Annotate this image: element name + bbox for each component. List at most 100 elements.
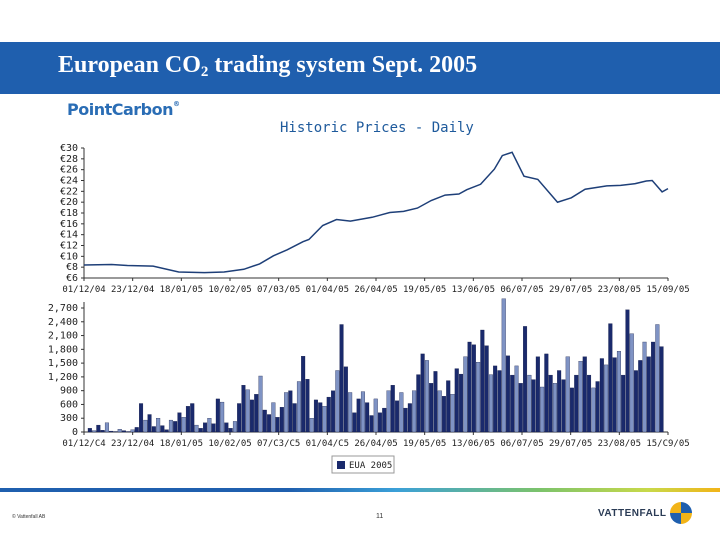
- volume-bar: [591, 387, 596, 433]
- volume-bar: [211, 423, 216, 433]
- volume-bar: [587, 374, 592, 433]
- volume-bar: [454, 368, 459, 433]
- line-chart-x-tick-label: 07/03/05: [257, 285, 300, 295]
- title-rest: trading system Sept. 2005: [208, 52, 478, 78]
- line-chart-x-tick-label: 23/12/04: [111, 285, 154, 295]
- line-chart-y-tick-label: €12: [60, 241, 78, 252]
- volume-bar: [190, 403, 195, 433]
- volume-bar: [412, 390, 417, 433]
- line-chart-y-tick-label: €24: [60, 176, 78, 187]
- volume-bar: [395, 400, 400, 433]
- volume-bar: [638, 360, 643, 433]
- volume-bar: [109, 430, 114, 433]
- volume-bar: [629, 333, 634, 433]
- volume-bar: [493, 365, 498, 433]
- volume-bar: [309, 418, 314, 433]
- volume-bar: [100, 430, 105, 433]
- bar-chart-x-tick-label: 23/08/05: [598, 439, 641, 449]
- volume-bar: [134, 427, 139, 433]
- line-chart-x-tick-label: 26/04/05: [354, 285, 397, 295]
- bar-chart-x-tick-label: 29/07/05: [549, 439, 592, 449]
- volume-bar: [156, 418, 161, 433]
- volume-bar: [267, 414, 272, 433]
- volume-bar: [595, 381, 600, 433]
- volume-bar: [254, 394, 259, 433]
- bar-chart-y-tick-label: 1,800: [48, 344, 78, 355]
- volume-bar: [501, 298, 506, 433]
- bar-chart-x-tick-label: 01/12/C4: [62, 439, 105, 449]
- volume-bar: [275, 417, 280, 433]
- page-number: 11: [376, 513, 384, 520]
- volume-bar: [104, 422, 109, 433]
- volume-bar: [510, 374, 515, 433]
- volume-bar: [168, 419, 173, 433]
- volume-bar: [518, 383, 523, 433]
- volume-bar: [288, 390, 293, 433]
- line-chart-x-tick-label: 29/07/05: [549, 285, 592, 295]
- line-chart-x-tick-label: 01/12/04: [62, 285, 105, 295]
- volume-bar: [249, 399, 254, 433]
- volume-bar: [126, 431, 131, 433]
- line-chart-x-tick-label: 23/08/05: [598, 285, 641, 295]
- bar-chart-y-tick-label: 300: [60, 413, 78, 424]
- volume-bar: [659, 346, 664, 433]
- volume-bar: [279, 407, 284, 433]
- volume-bar: [569, 387, 574, 433]
- bar-chart-x-tick-label: 18/01/05: [160, 439, 203, 449]
- volume-bar: [582, 356, 587, 433]
- volume-bar: [241, 385, 246, 433]
- volume-bar: [177, 412, 182, 433]
- volume-bar: [450, 394, 455, 433]
- volume-bar: [318, 402, 323, 433]
- line-chart-x-tick-label: 15/09/05: [646, 285, 689, 295]
- volume-bar: [552, 383, 557, 433]
- volume-bar: [220, 401, 225, 433]
- volume-bar: [540, 386, 545, 433]
- volume-bar: [113, 431, 118, 433]
- volume-bar: [608, 323, 613, 433]
- vattenfall-logo-icon: [670, 502, 692, 524]
- volume-bar: [173, 421, 178, 433]
- volume-bar: [331, 390, 336, 433]
- bar-chart-x-tick-label: 15/C9/05: [646, 439, 689, 449]
- line-chart-y-tick-label: €8: [66, 262, 78, 273]
- company-wordmark: VATTENFALL: [598, 508, 667, 519]
- volume-bar: [139, 403, 144, 433]
- volume-bar: [399, 392, 404, 433]
- volume-bar: [523, 326, 528, 433]
- bar-chart-x-tick-label: 23/12/04: [111, 439, 154, 449]
- volume-bar: [224, 422, 229, 433]
- volume-bar: [365, 402, 370, 433]
- volume-bar: [471, 344, 476, 433]
- line-chart-y-tick-label: €16: [60, 219, 78, 230]
- volume-bar: [181, 417, 186, 433]
- volume-bar: [92, 430, 97, 433]
- volume-bar: [207, 418, 212, 433]
- line-chart-x-tick-label: 13/06/05: [452, 285, 495, 295]
- slide-title: European CO2 trading system Sept. 2005: [58, 52, 477, 81]
- line-chart-x-tick-label: 06/07/05: [500, 285, 543, 295]
- volume-bar: [198, 428, 203, 433]
- bar-chart-y-tick-label: 900: [60, 386, 78, 397]
- volume-bar: [505, 355, 510, 433]
- volume-bar: [121, 430, 126, 433]
- volume-bar: [416, 374, 421, 433]
- volume-bar: [646, 356, 651, 433]
- volume-bar: [130, 429, 135, 433]
- bar-chart-y-tick-label: 1,500: [48, 358, 78, 369]
- volume-bar: [262, 409, 267, 433]
- bar-chart-y-tick-label: 600: [60, 399, 78, 410]
- volume-bar: [271, 402, 276, 433]
- line-chart-y-tick-label: €6: [66, 273, 78, 284]
- legend-swatch: [337, 461, 345, 469]
- volume-bar: [232, 421, 237, 433]
- copyright-text: © Vattenfall AB: [12, 514, 46, 520]
- bar-chart-x-tick-label: 26/04/05: [354, 439, 397, 449]
- volume-bar: [326, 396, 331, 433]
- volume-bar: [651, 341, 656, 433]
- volume-bar: [420, 353, 425, 433]
- volume-bar: [377, 412, 382, 433]
- volume-bar: [386, 390, 391, 433]
- volume-bar: [488, 374, 493, 433]
